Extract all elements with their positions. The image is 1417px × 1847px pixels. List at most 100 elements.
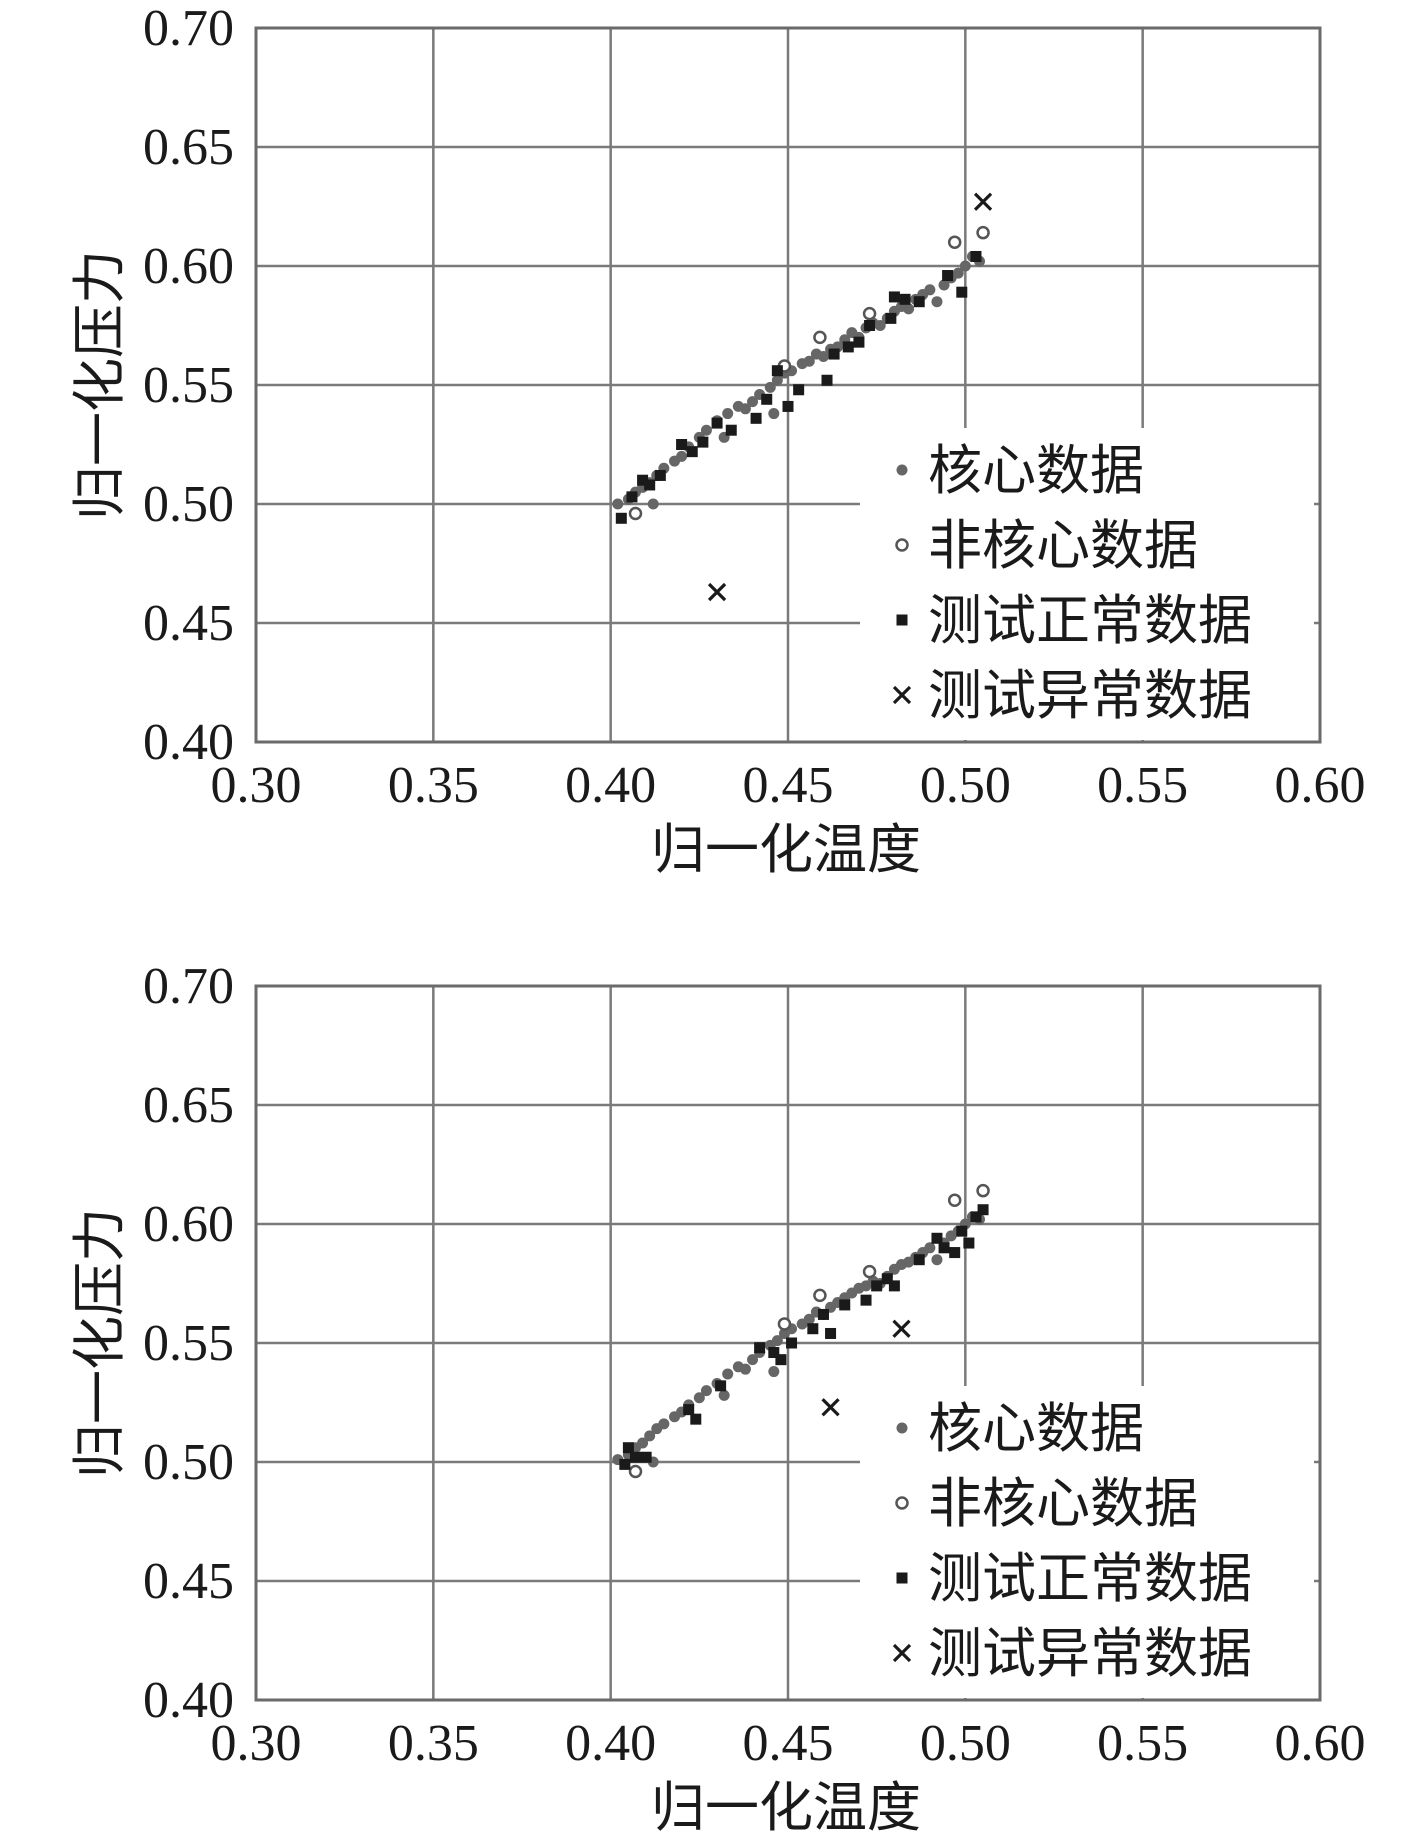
data-point [938,1242,950,1254]
data-point [807,1323,819,1335]
data-point [860,1294,872,1306]
x-tick-label: 0.50 [920,1715,1011,1772]
data-point [821,1398,840,1417]
data-point [947,235,962,249]
data-point [888,1280,900,1292]
data-point [615,512,627,524]
data-point [768,1347,780,1359]
x-tick-label: 0.30 [211,1715,302,1772]
data-point [676,450,688,462]
series-cross [707,192,993,602]
legend-marker [896,1572,908,1584]
data-point [768,408,780,420]
y-tick-label: 0.50 [143,1434,234,1491]
series-square [619,1204,989,1470]
data-point [959,260,971,272]
legend-background [860,1386,1314,1698]
legend-label: 测试异常数据 [928,1624,1252,1684]
x-axis-title: 归一化温度 [651,820,921,880]
y-tick-label: 0.45 [143,595,234,652]
legend-item: 非核心数据 [895,1474,1198,1534]
data-point [686,446,698,458]
y-axis-title: 归一化压力 [70,1208,130,1478]
legend-item: 核心数据 [896,1399,1144,1459]
data-point [952,267,964,279]
data-point [771,374,783,386]
data-point [892,1319,911,1338]
legend-marker [895,538,909,552]
data-point [970,1211,982,1223]
data-point [864,320,876,331]
data-point [977,1204,989,1216]
legend-item: 测试正常数据 [896,591,1252,651]
data-point [771,365,783,377]
data-point [970,250,982,262]
data-point [739,403,751,415]
data-point [903,303,915,315]
data-point [817,350,829,362]
data-point [817,1308,829,1320]
data-point [700,1385,712,1397]
y-tick-label: 0.70 [143,958,234,1015]
data-point [775,1354,787,1366]
data-point [924,1242,936,1254]
data-point [956,286,968,298]
data-point [913,296,925,308]
legend-item: 测试异常数据 [892,666,1252,726]
plot-frame [254,26,1322,744]
x-tick-label: 0.50 [920,757,1011,814]
legend-marker [895,1496,909,1510]
data-point [754,1342,766,1354]
data-point [871,1280,883,1292]
data-point [622,1442,634,1454]
legend-background [860,428,1314,740]
legend-label: 测试异常数据 [928,666,1252,726]
series-circle [628,1183,990,1479]
legend-item: 测试异常数据 [892,1624,1252,1684]
data-point [725,424,737,436]
data-point [626,491,638,503]
data-point [976,225,990,240]
plot-frame [254,984,1322,1702]
data-point [803,355,815,367]
legend-item: 非核心数据 [895,516,1198,576]
data-point [697,436,709,448]
x-tick-label: 0.45 [743,757,834,814]
data-point [628,1464,643,1479]
legend-label: 测试正常数据 [928,591,1252,651]
data-point [722,1368,734,1380]
series-circle [628,225,990,521]
data-point [899,293,911,305]
y-tick-label: 0.45 [143,1553,234,1610]
y-tick-label: 0.40 [143,714,234,771]
legend-label: 非核心数据 [928,516,1198,576]
x-tick-label: 0.60 [1275,757,1366,814]
legend-label: 核心数据 [928,1399,1144,1459]
data-point [764,381,776,393]
data-point [612,498,624,510]
data-point [862,306,877,321]
data-point [747,396,759,408]
data-point [963,1237,975,1249]
data-point [947,1193,962,1207]
scatter-chart-top: 0.30 0.35 0.40 0.45 0.50 0.55 0.60 0.40 0.45 0.50… [70,0,1366,880]
data-point [949,1247,961,1259]
data-point [654,469,666,481]
legend-marker [892,1643,912,1663]
y-tick-label: 0.60 [143,1196,234,1253]
data-point [813,1288,827,1303]
data-point [718,1389,730,1401]
x-axis-title: 归一化温度 [651,1778,921,1838]
data-point [690,1413,702,1425]
data-point [853,336,865,348]
data-point [976,1183,990,1198]
data-point [942,270,954,282]
data-point [786,1337,798,1349]
data-point [768,1366,780,1378]
data-point [658,1418,670,1430]
data-point [777,1317,792,1331]
data-point [938,279,950,291]
